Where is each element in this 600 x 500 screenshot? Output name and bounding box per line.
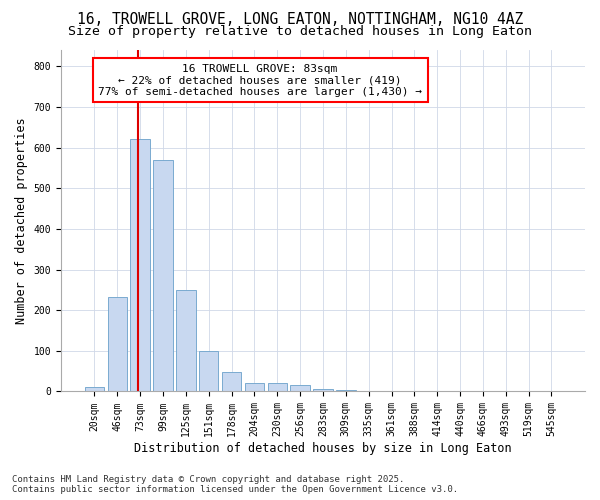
Bar: [199, 351, 218, 392]
Bar: [176, 290, 196, 392]
Bar: [313, 388, 332, 392]
Text: 16, TROWELL GROVE, LONG EATON, NOTTINGHAM, NG10 4AZ: 16, TROWELL GROVE, LONG EATON, NOTTINGHA…: [77, 12, 523, 28]
Bar: [268, 382, 287, 392]
Bar: [245, 382, 264, 392]
Bar: [130, 140, 150, 392]
Bar: [85, 388, 104, 392]
Text: Size of property relative to detached houses in Long Eaton: Size of property relative to detached ho…: [68, 25, 532, 38]
Text: 16 TROWELL GROVE: 83sqm
← 22% of detached houses are smaller (419)
77% of semi-d: 16 TROWELL GROVE: 83sqm ← 22% of detache…: [98, 64, 422, 97]
Bar: [153, 160, 173, 392]
Y-axis label: Number of detached properties: Number of detached properties: [15, 118, 28, 324]
Bar: [290, 386, 310, 392]
Text: Contains HM Land Registry data © Crown copyright and database right 2025.
Contai: Contains HM Land Registry data © Crown c…: [12, 474, 458, 494]
Bar: [336, 390, 356, 392]
Bar: [222, 372, 241, 392]
X-axis label: Distribution of detached houses by size in Long Eaton: Distribution of detached houses by size …: [134, 442, 512, 455]
Bar: [107, 297, 127, 392]
